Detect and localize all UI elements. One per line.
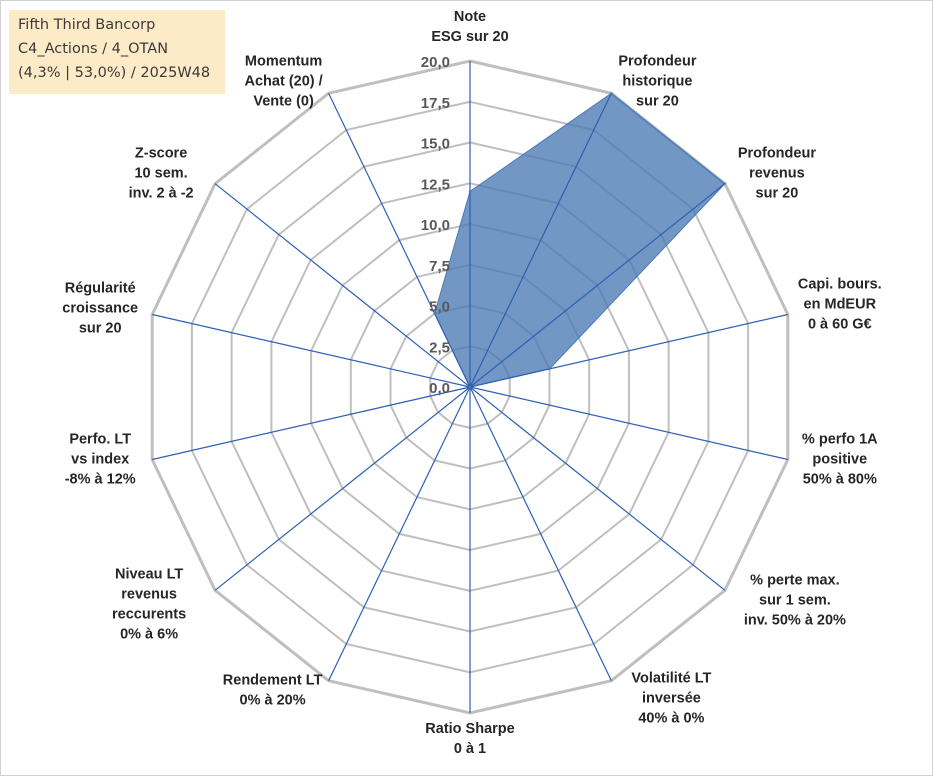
- axis-label-line: revenus: [749, 166, 805, 182]
- tick-label: 2,5: [429, 339, 450, 356]
- data-point: [610, 92, 613, 95]
- axis-label-line: Capi. bours.: [798, 277, 882, 293]
- axis-label-line: 10 sem.: [134, 166, 187, 182]
- axis-label-line: Niveau LT: [115, 566, 183, 582]
- axis-label: Régularité croissance sur 20: [62, 281, 138, 337]
- axis-spoke: [328, 93, 471, 388]
- axis-label-line: sur 1 sem.: [759, 592, 831, 608]
- data-point: [723, 182, 727, 185]
- axis-label-line: Régularité: [65, 281, 136, 297]
- axis-spoke: [469, 93, 612, 388]
- axis-label-line: % perte max.: [750, 572, 839, 588]
- axis-label: Momentum Achat (20) / Vente (0): [245, 53, 323, 109]
- axis-label-line: 0 à 1: [454, 741, 486, 757]
- axis-label-line: Rendement LT: [223, 673, 323, 689]
- info-box: Fifth Third Bancorp C4_Actions / 4_OTAN …: [9, 10, 225, 94]
- data-point: [349, 413, 352, 416]
- axis-label-line: Volatilité LT: [631, 671, 711, 687]
- axis-label-line: revenus: [121, 586, 177, 602]
- axis-spoke: [469, 386, 726, 591]
- axis-label-line: historique: [622, 73, 692, 89]
- axis-label-line: 0% à 6%: [120, 626, 178, 642]
- axis-spoke: [469, 183, 726, 388]
- axis-label: Z-score 10 sem. inv. 2 à -2: [129, 146, 194, 202]
- info-stats: (4,3% | 53,0%) / 2025W48: [18, 65, 211, 81]
- axis-label: % perte max. sur 1 sem. inv. 50% à 20%: [744, 572, 846, 628]
- axis-spoke: [328, 386, 471, 681]
- axis-label-line: inversée: [642, 691, 701, 707]
- tick-label: 10,0: [421, 217, 450, 234]
- axis-label-line: 40% à 0%: [638, 711, 704, 727]
- axis-spoke: [152, 386, 471, 461]
- axis-label: Capi. bours. en MdEUR 0 à 60 G€: [798, 277, 882, 333]
- axis-label-line: Ratio Sharpe: [425, 721, 514, 737]
- tick-label: 20,0: [421, 54, 450, 71]
- axis-spoke: [152, 313, 471, 388]
- info-portfolio: C4_Actions / 4_OTAN: [18, 41, 169, 57]
- axis-label-line: 50% à 80%: [803, 472, 877, 488]
- axis-label: Profondeur revenus sur 20: [738, 146, 816, 202]
- axis-label: Perfo. LT vs index -8% à 12%: [65, 432, 136, 488]
- tick-label: 5,0: [429, 299, 450, 316]
- tick-label: 12,5: [421, 176, 450, 193]
- axis-spoke: [469, 386, 612, 681]
- axis-label-line: sur 20: [756, 186, 799, 202]
- axis-label-line: Profondeur: [738, 146, 816, 162]
- axis-spoke: [214, 386, 471, 591]
- axis-label: Ratio Sharpe 0 à 1: [425, 721, 514, 757]
- axis-label: Note ESG sur 20: [431, 9, 508, 45]
- axis-label-line: sur 20: [79, 321, 122, 337]
- data-point: [468, 385, 472, 389]
- axis-label-line: Z-score: [135, 146, 187, 162]
- axis-label-line: Perfo. LT: [69, 432, 131, 448]
- axis-label-line: Profondeur: [618, 53, 696, 69]
- tick-label: 15,0: [421, 136, 450, 153]
- info-company: Fifth Third Bancorp: [18, 17, 156, 33]
- axis-label: Profondeur historique sur 20: [618, 53, 696, 109]
- axis-label-line: Note: [454, 9, 486, 25]
- axis-label-line: inv. 50% à 20%: [744, 612, 846, 628]
- axis-label: Volatilité LT inversée 40% à 0%: [631, 671, 711, 727]
- axis-label: Rendement LT 0% à 20%: [223, 673, 323, 709]
- data-point: [548, 367, 551, 371]
- axis-label: Niveau LT revenus reccurents 0% à 6%: [112, 566, 186, 642]
- axis-label-line: % perfo 1A: [802, 432, 878, 448]
- data-point: [468, 190, 472, 193]
- axis-label-line: ESG sur 20: [431, 29, 508, 45]
- axis-label-line: Momentum: [245, 53, 322, 69]
- data-point: [433, 312, 436, 315]
- axis-label-line: positive: [812, 452, 867, 468]
- axis-label-line: reccurents: [112, 606, 186, 622]
- axis-label-line: vs index: [71, 452, 129, 468]
- axis-spoke: [469, 313, 788, 388]
- axis-spoke: [469, 386, 788, 461]
- tick-label: 0,0: [429, 380, 450, 397]
- axis-label-line: inv. 2 à -2: [129, 186, 194, 202]
- axis-label-line: 0 à 60 G€: [808, 317, 872, 333]
- axis-label-line: croissance: [62, 301, 138, 317]
- axis-label-line: sur 20: [636, 93, 679, 109]
- axis-label-line: Vente (0): [253, 93, 314, 109]
- tick-label: 17,5: [421, 95, 450, 112]
- axis-label: % perfo 1A positive 50% à 80%: [802, 432, 878, 488]
- axis-label-line: Achat (20) /: [245, 73, 323, 89]
- axis-label-line: 0% à 20%: [240, 693, 306, 709]
- axis-label-line: -8% à 12%: [65, 472, 136, 488]
- axis-spoke: [214, 183, 471, 388]
- tick-label: 7,5: [429, 258, 450, 275]
- axis-label-line: en MdEUR: [804, 297, 877, 313]
